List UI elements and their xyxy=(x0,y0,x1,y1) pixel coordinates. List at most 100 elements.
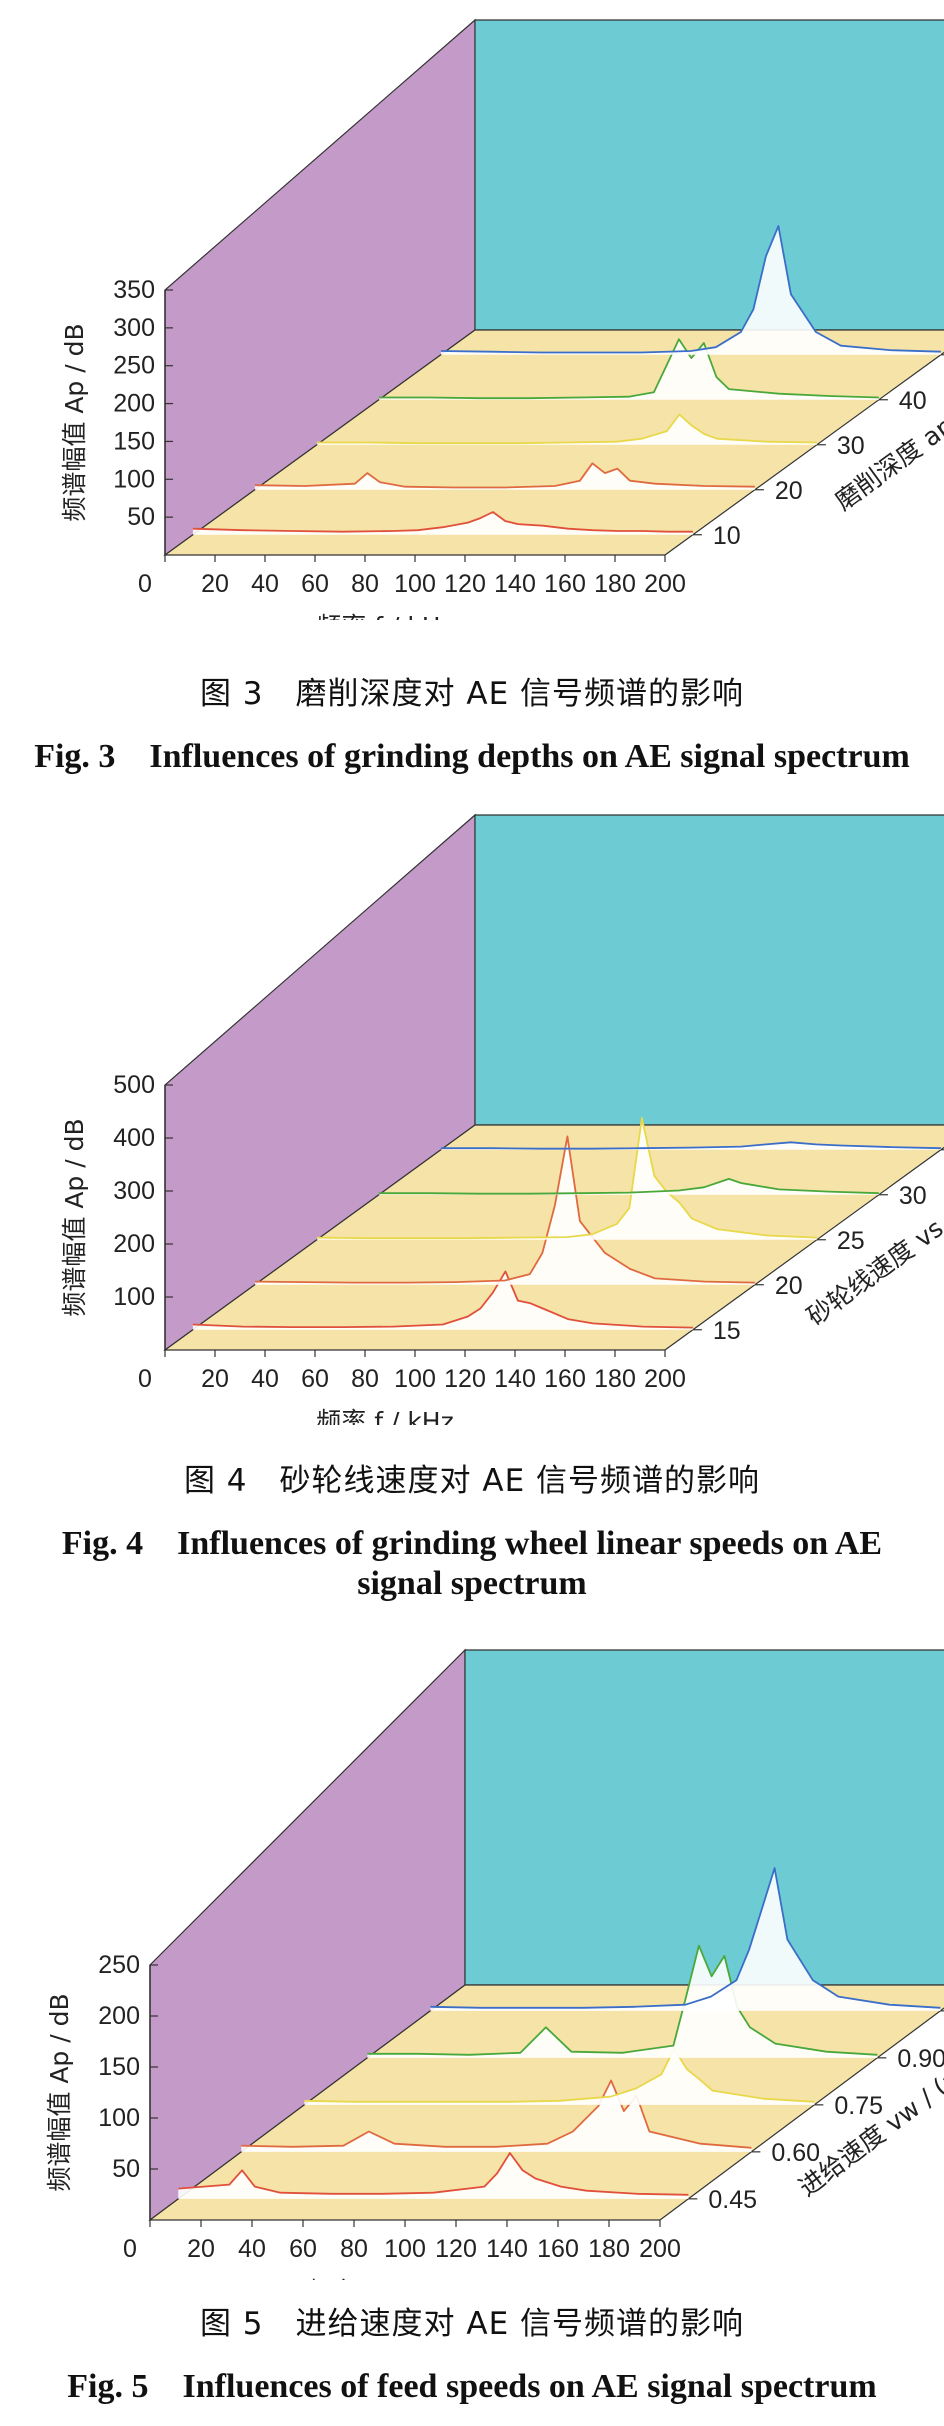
series-line-25 xyxy=(316,1116,817,1240)
y-tick-label: 350 xyxy=(113,276,155,304)
x-tick-label: 100 xyxy=(394,570,436,598)
y-tick-label: 200 xyxy=(98,2002,140,2030)
x-tick-label: 60 xyxy=(301,1365,329,1393)
figure-5: 50 100 150 200 250 0 20 40 60 80 100 120 140 160 180 20… xyxy=(0,1630,944,2426)
x-axis-label: 频率 f / kHz xyxy=(316,612,453,620)
figure-3-caption-en: Fig. 3 Influences of grinding depths on … xyxy=(34,738,910,775)
x-tick-label: 60 xyxy=(289,2235,317,2263)
series-line-30 xyxy=(316,413,817,445)
z-tick-label: 0.75 xyxy=(834,2092,883,2120)
x-axis-label: 频率 f / kHz xyxy=(316,1407,453,1425)
series-line-0.90 xyxy=(367,1944,878,2056)
figure-4-chart: 100 200 300 400 500 0 20 40 60 80 100 120 140 160 180 2… xyxy=(60,813,944,1425)
x-tick-label: 120 xyxy=(435,2235,477,2263)
y-tick-label: 150 xyxy=(113,427,155,455)
x-axis-label: 频率 f / kHz xyxy=(306,2277,443,2280)
series-fill-30 xyxy=(378,1178,879,1195)
figure-4: 100 200 300 400 500 0 20 40 60 80 100 120 140 160 180 2… xyxy=(0,795,944,1610)
series-line-30 xyxy=(378,1177,879,1195)
z-tick-label: 25 xyxy=(837,1227,865,1255)
series-line-0.60 xyxy=(241,2079,752,2149)
x-tick-label: 80 xyxy=(340,2235,368,2263)
back-wall xyxy=(464,1649,944,1986)
x-tick-label: 140 xyxy=(486,2235,528,2263)
series-fill-30 xyxy=(316,414,817,445)
series-fill-0.60 xyxy=(241,2080,752,2152)
x-tick-label: 60 xyxy=(301,570,329,598)
z-tick-label: 30 xyxy=(899,1182,927,1210)
y-tick-label: 500 xyxy=(113,1071,155,1099)
y-tick-label: 50 xyxy=(112,2155,140,2183)
series-line-20 xyxy=(254,1135,755,1284)
z-tick-label: 0.60 xyxy=(771,2139,820,2167)
y-axis-label: 频谱幅值 Ap / dB xyxy=(60,323,89,521)
x-tick-label: 100 xyxy=(394,1365,436,1393)
figure-3-caption-cn: 图 3 磨削深度对 AE 信号频谱的影响 xyxy=(199,676,745,712)
y-tick-label: 300 xyxy=(113,314,155,342)
y-tick-label: 300 xyxy=(113,1177,155,1205)
x-tick-label: 160 xyxy=(537,2235,579,2263)
x-tick-label: 180 xyxy=(594,1365,636,1393)
x-tick-label: 80 xyxy=(351,570,379,598)
back-wall xyxy=(474,19,944,331)
x-tick-label: 180 xyxy=(588,2235,630,2263)
x-tick-label: 40 xyxy=(251,570,279,598)
y-tick-label: 200 xyxy=(113,1230,155,1258)
y-tick-label: 200 xyxy=(113,390,155,418)
x-tick-label: 140 xyxy=(494,570,536,598)
series-line-10 xyxy=(192,511,693,533)
x-tick-label: 20 xyxy=(187,2235,215,2263)
x-tick-label: 200 xyxy=(644,570,686,598)
x-tick-label: 0 xyxy=(138,1365,152,1393)
x-tick-label: 160 xyxy=(544,1365,586,1393)
y-tick-label: 250 xyxy=(98,1951,140,1979)
series-fill-0.90 xyxy=(367,1945,878,2058)
x-tick-label: 0 xyxy=(123,2235,137,2263)
series-fill-0.75 xyxy=(304,2048,815,2105)
z-tick-label: 40 xyxy=(899,387,927,415)
x-tick-label: 100 xyxy=(384,2235,426,2263)
y-tick-label: 150 xyxy=(98,2053,140,2081)
x-tick-label: 20 xyxy=(201,1365,229,1393)
series-fill-35 xyxy=(440,1142,941,1150)
back-wall xyxy=(474,814,944,1126)
series-fill-20 xyxy=(254,463,755,490)
figure-3-chart: 50 100 150 200 250 300 350 0 20 40 60 80 100 120 140 16… xyxy=(60,18,944,620)
x-tick-label: 0 xyxy=(138,570,152,598)
y-axis-label: 频谱幅值 Ap / dB xyxy=(45,1993,74,2191)
x-tick-label: 160 xyxy=(544,570,586,598)
x-tick-label: 40 xyxy=(251,1365,279,1393)
z-tick-label: 20 xyxy=(775,1272,803,1300)
z-tick-label: 20 xyxy=(775,477,803,505)
y-tick-label: 100 xyxy=(98,2104,140,2132)
x-tick-label: 40 xyxy=(238,2235,266,2263)
series-line-15 xyxy=(192,1270,693,1329)
x-tick-label: 20 xyxy=(201,570,229,598)
figure-4-caption-en-line1: Fig. 4 Influences of grinding wheel line… xyxy=(61,1525,883,1562)
z-tick-label: 15 xyxy=(713,1317,741,1345)
x-tick-label: 200 xyxy=(639,2235,681,2263)
y-tick-label: 400 xyxy=(113,1124,155,1152)
z-tick-label: 10 xyxy=(713,522,741,550)
z-tick-label: 0.90 xyxy=(897,2045,944,2073)
series-line-0.45 xyxy=(178,2152,689,2196)
series-line-1.05 xyxy=(430,1867,941,2009)
x-tick-label: 180 xyxy=(594,570,636,598)
series-line-20 xyxy=(254,462,755,489)
x-tick-label: 140 xyxy=(494,1365,536,1393)
y-tick-label: 250 xyxy=(113,352,155,380)
figure-5-chart: 50 100 150 200 250 0 20 40 60 80 100 120 140 160 180 20… xyxy=(45,1648,944,2280)
x-tick-label: 120 xyxy=(444,1365,486,1393)
series-line-0.75 xyxy=(304,2047,815,2103)
figure-3: 50 100 150 200 250 300 350 0 20 40 60 80 100 120 140 16… xyxy=(0,0,944,790)
figure-5-caption-en: Fig. 5 Influences of feed speeds on AE s… xyxy=(67,2368,877,2405)
x-tick-label: 80 xyxy=(351,1365,379,1393)
figure-5-caption-cn: 图 5 进给速度对 AE 信号频谱的影响 xyxy=(199,2306,745,2342)
y-axis-label: 频谱幅值 Ap / dB xyxy=(60,1118,89,1316)
x-tick-label: 200 xyxy=(644,1365,686,1393)
y-tick-label: 100 xyxy=(113,465,155,493)
figure-4-caption-cn: 图 4 砂轮线速度对 AE 信号频谱的影响 xyxy=(183,1463,761,1499)
y-tick-label: 100 xyxy=(113,1283,155,1311)
figure-4-caption-en-line2: signal spectrum xyxy=(357,1565,587,1602)
x-tick-label: 120 xyxy=(444,570,486,598)
